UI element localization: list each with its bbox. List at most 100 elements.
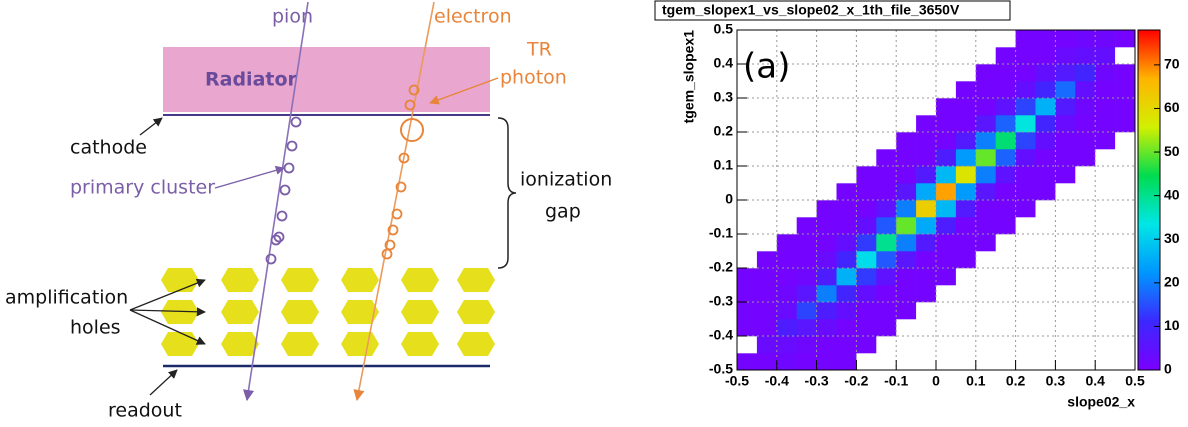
cell [796,285,817,303]
cell [1015,132,1036,150]
cell [796,234,817,252]
cell [955,319,977,337]
hole [221,268,259,292]
cell [776,30,797,48]
cell [955,64,977,82]
cell [776,319,797,337]
cell [995,319,1016,337]
colorbar-tick-label: 10 [1164,317,1180,333]
cell [836,285,857,303]
cell [737,64,758,82]
cell [1015,81,1036,99]
cell [1095,64,1116,82]
cell [1095,47,1116,65]
cell [1075,183,1096,201]
cell [836,183,857,201]
cluster [279,184,291,196]
cell [1055,319,1076,337]
cell [856,268,877,286]
cell [856,336,877,354]
cell [1115,319,1136,337]
cell [936,251,957,269]
cell [776,302,797,320]
cell [1075,319,1096,337]
cell [1095,251,1116,269]
cell [737,30,758,48]
cell [816,251,837,269]
x-tick-label: 0.1 [966,373,986,389]
cell [796,268,817,286]
cell [995,234,1016,252]
cell [975,234,996,252]
cell [955,217,977,235]
cell [1075,149,1096,167]
cell [975,217,996,235]
radiator-label: Radiator [205,69,298,91]
cell [876,149,897,167]
cell [737,132,758,150]
cell [896,336,917,354]
cell [916,149,937,167]
cell [916,64,937,82]
cell [1095,217,1116,235]
cell [1095,183,1116,201]
cell [936,302,957,320]
cell [836,302,857,320]
cell [955,132,977,150]
cell [1115,336,1136,354]
cell [916,336,937,354]
cell [796,353,817,371]
cell [1115,166,1136,184]
cell [1035,319,1056,337]
cell [936,132,957,150]
cell [1035,217,1056,235]
hole [281,300,319,324]
cell [1115,268,1136,286]
cell [756,251,778,269]
cell [836,115,857,133]
cell [1035,268,1056,286]
cell [1055,149,1076,167]
cell [737,336,758,354]
cell [1075,166,1096,184]
cell [1015,200,1036,218]
cell [756,166,778,184]
cell [896,285,917,303]
cell [936,319,957,337]
cell [1055,81,1076,99]
cell [1055,200,1076,218]
cell [737,217,758,235]
cell [916,30,937,48]
cell [1075,64,1096,82]
cell [756,285,778,303]
cell [1095,81,1116,99]
cell [975,353,996,371]
cell [1035,115,1056,133]
cell [936,149,957,167]
cell [856,64,877,82]
cell [955,183,977,201]
hole [401,268,439,292]
cell [955,336,977,354]
cell [1055,132,1076,150]
cell [995,200,1016,218]
cell [816,98,837,116]
cell [876,81,897,99]
x-tick-label: -0.2 [844,373,868,389]
cell [1115,132,1136,150]
detector-diagram: Radiator pion electron TR photon cathode… [5,1,612,422]
y-tick-label: 0.3 [714,89,734,105]
cell [1055,336,1076,354]
cell [756,81,778,99]
cell [936,268,957,286]
cell [1075,251,1096,269]
cell [975,268,996,286]
cluster [398,152,410,164]
cell [756,200,778,218]
cell [856,285,877,303]
cell [1095,234,1116,252]
cell [836,319,857,337]
cell [1055,98,1076,116]
cathode-label: cathode [70,137,147,159]
cell [1055,166,1076,184]
